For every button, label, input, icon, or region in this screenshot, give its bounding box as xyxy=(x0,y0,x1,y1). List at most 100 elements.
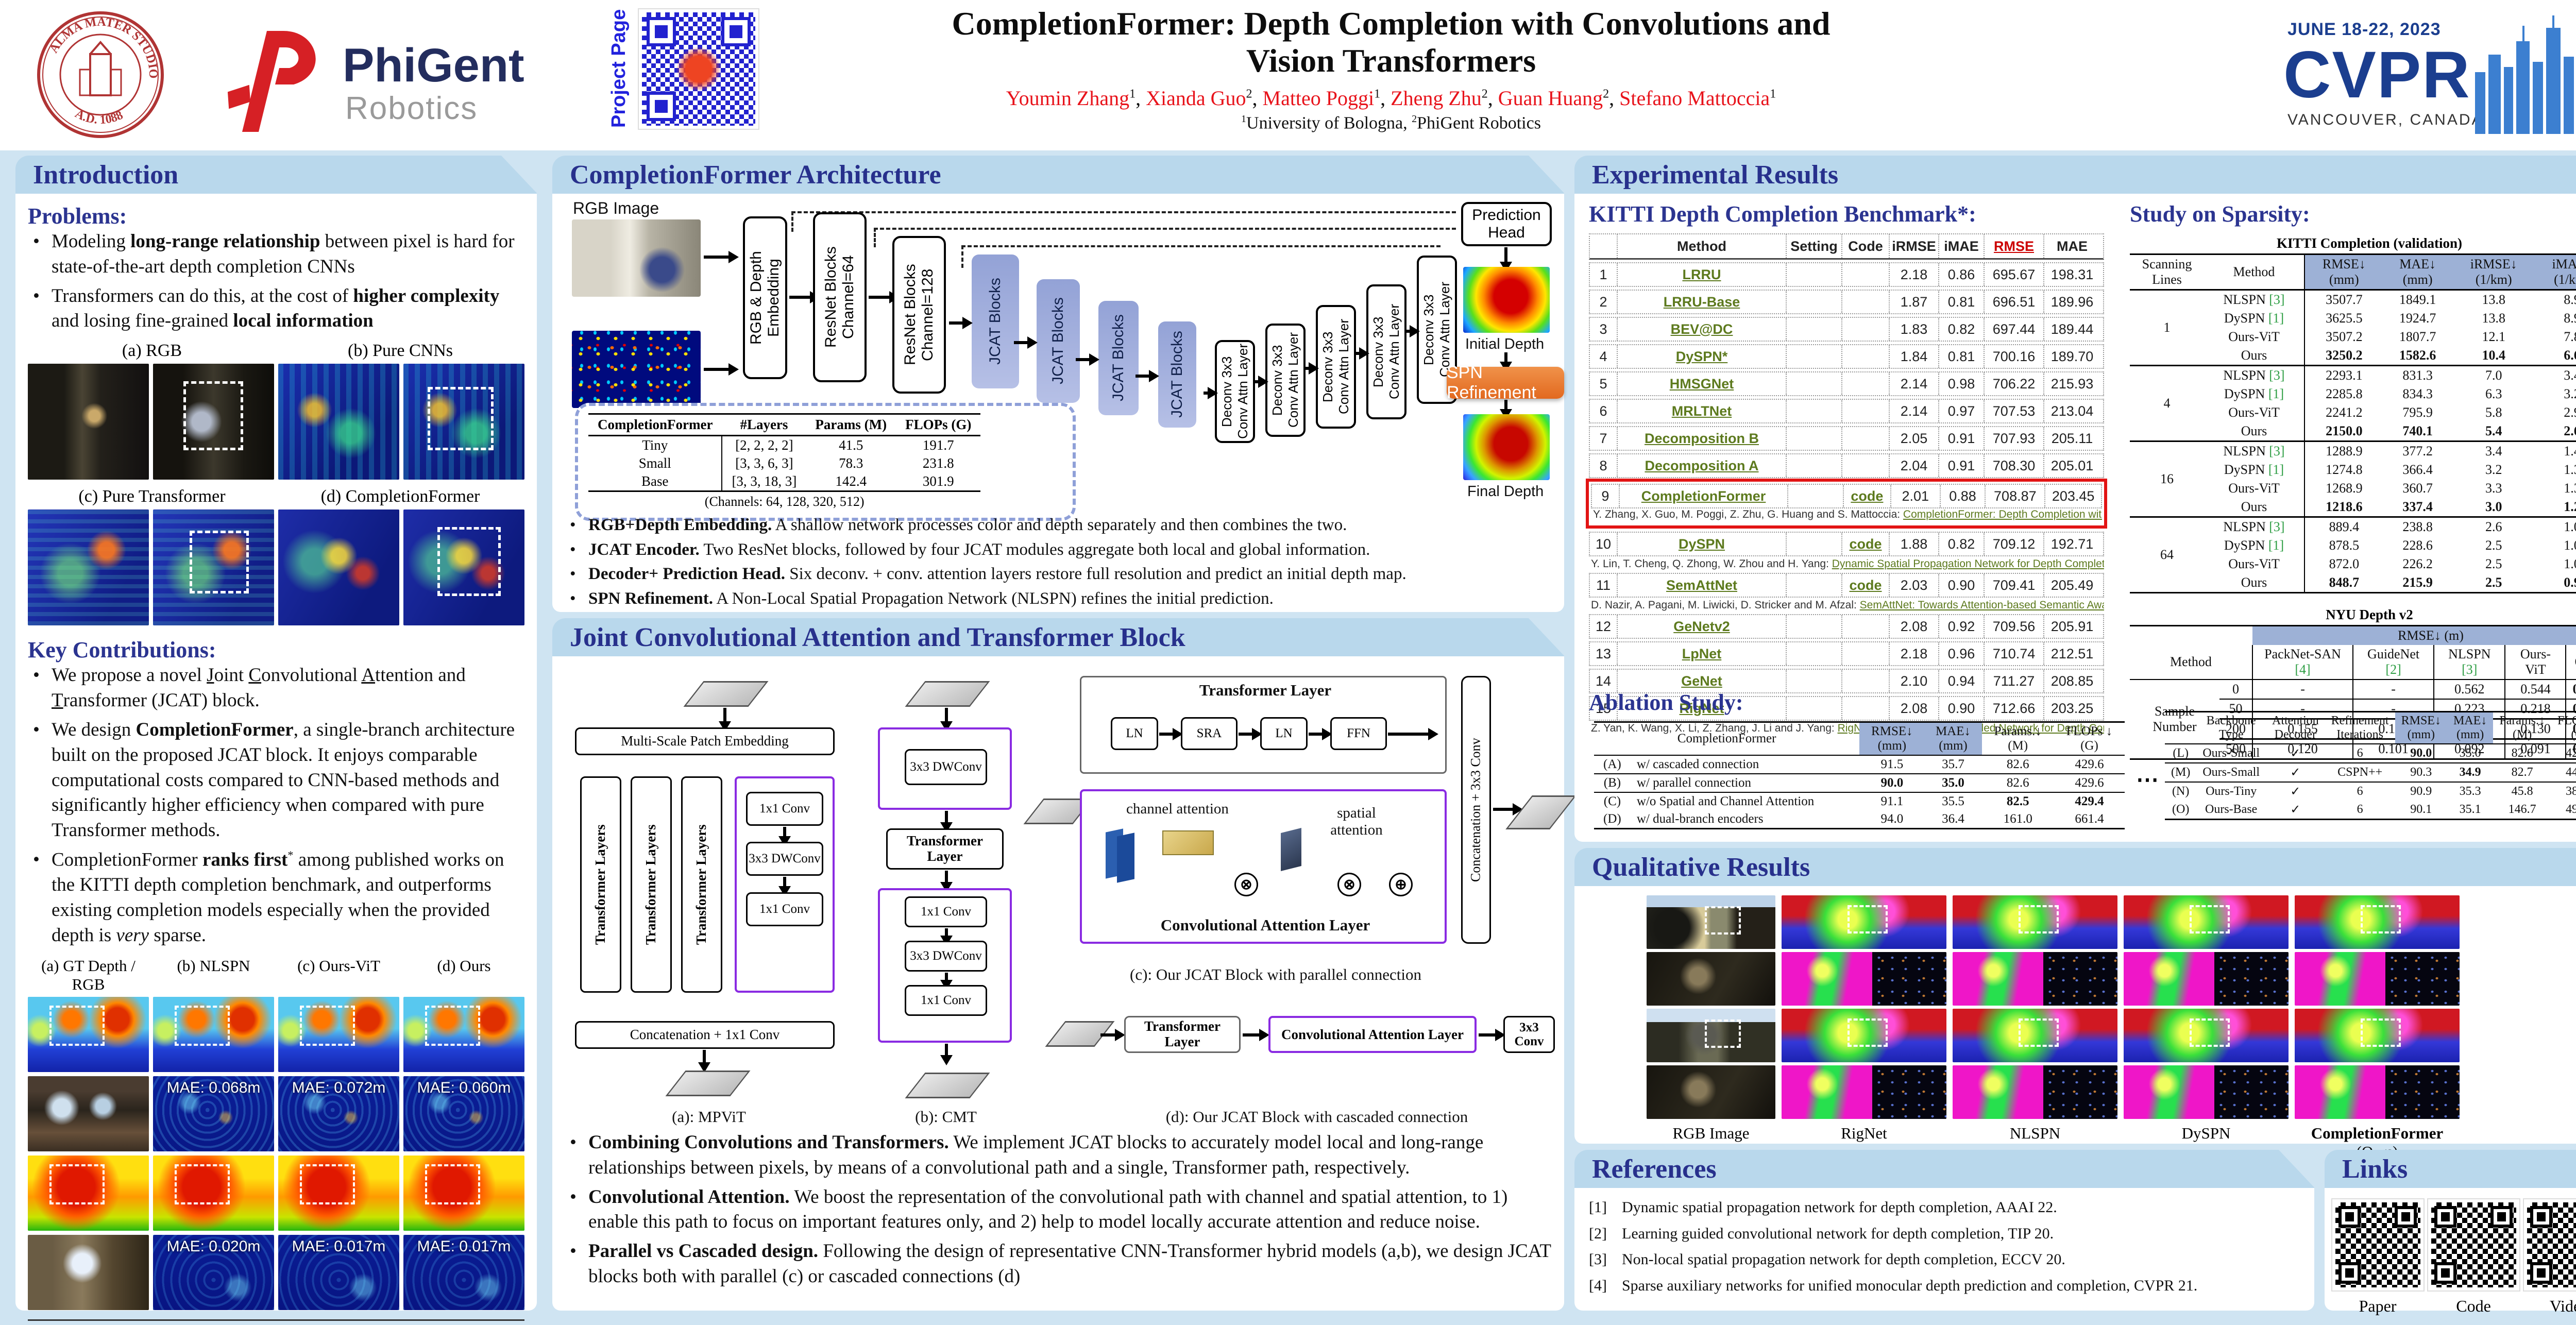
kitti-method-link[interactable]: GeNetv2 xyxy=(1617,615,1786,638)
kitti-method-link[interactable]: SemAttNet xyxy=(1617,574,1786,597)
sparsity-method: NLSPN [3] xyxy=(2204,365,2305,385)
jcat-blocks-encoder: JCAT Blocks xyxy=(972,254,1019,388)
qr-finder-icon xyxy=(2530,1262,2552,1284)
ablation-refinement: 6 xyxy=(2357,785,2363,798)
video-qr-code[interactable] xyxy=(2522,1198,2576,1292)
sparsity-value: 1288.9 xyxy=(2326,444,2363,458)
kitti-code-link[interactable]: code xyxy=(1841,533,1889,555)
kitti-setting xyxy=(1786,615,1841,638)
kitti-method-link[interactable]: LpNet xyxy=(1617,642,1786,665)
completionformer-attention-map xyxy=(403,509,524,626)
kitti-irmse: 2.05 xyxy=(1889,427,1938,450)
kitti-code-link[interactable] xyxy=(1841,670,1889,692)
variants-cell: Base xyxy=(641,473,669,489)
jcat-title: Joint Convolutional Attention and Transf… xyxy=(570,622,1185,652)
sparsity-method: DySPN [1] xyxy=(2204,536,2305,555)
ablation-value: 90.1 xyxy=(2410,803,2432,816)
kitti-code-link[interactable] xyxy=(1841,400,1889,422)
flow-arrow xyxy=(719,708,731,732)
kitti-rank: 15 xyxy=(1595,700,1612,716)
project-page-qr-code[interactable] xyxy=(638,8,759,130)
kitti-method-link[interactable]: GeNet xyxy=(1617,670,1786,692)
flow-arrow xyxy=(698,1050,710,1073)
link-label: Video xyxy=(2549,1297,2576,1315)
kitti-citation-link[interactable]: SemAttNet: Towards Attention-based Seman… xyxy=(1859,599,2104,611)
nyu-sample-number: 200 xyxy=(2226,721,2246,736)
checkmark-icon: ✓ xyxy=(2290,747,2301,760)
author-separator: , xyxy=(1136,87,1146,110)
sparsity-value: 889.4 xyxy=(2329,519,2360,534)
kitti-code-link[interactable]: code xyxy=(1841,574,1889,597)
kitti-method-link[interactable]: RigNet xyxy=(1617,697,1786,720)
reference-number: [1] xyxy=(1589,1199,1607,1216)
kitti-method-link[interactable]: Decomposition A xyxy=(1617,454,1786,477)
kitti-code-link[interactable] xyxy=(1841,427,1889,450)
variants-cell: [3, 3, 6, 3] xyxy=(721,454,806,472)
sra-block: SRA xyxy=(1181,717,1238,750)
jcat-header: Joint Convolutional Attention and Transf… xyxy=(552,618,1565,656)
kitti-method-link[interactable]: DySPN xyxy=(1617,533,1786,555)
ablation-value: 34.9 xyxy=(2459,766,2481,779)
kitti-setting xyxy=(1786,263,1841,286)
kitti-method-link[interactable]: CompletionFormer xyxy=(1618,485,1787,507)
ablation-row: Ablation Study: CompletionFormer RMSE↓ (mm… xyxy=(1589,689,2576,839)
nyu-row-group: Sample Number xyxy=(2153,704,2197,734)
kitti-code-link[interactable] xyxy=(1841,345,1889,368)
completionformer-attention-map xyxy=(278,509,399,626)
nyu-value: 0.562 xyxy=(2433,680,2505,699)
author-separator: , xyxy=(1380,87,1391,110)
kitti-code-link[interactable] xyxy=(1841,291,1889,313)
ablation-value: 161.0 xyxy=(2003,812,2032,826)
kitti-irmse: 2.18 xyxy=(1889,263,1938,286)
kitti-code-link[interactable] xyxy=(1841,642,1889,665)
sparsity-row: Ours-ViT 1268.9 360.7 3.3 1.3 xyxy=(2130,479,2576,498)
reference-item: [1] Dynamic spatial propagation network f… xyxy=(1589,1197,2300,1218)
nyu-method-header: Method xyxy=(2170,654,2212,669)
flow-arrow xyxy=(1388,728,1438,740)
kitti-imae: 0.82 xyxy=(1938,318,1984,341)
variants-cell: 142.4 xyxy=(835,473,867,489)
kitti-method-link[interactable]: HMSGNet xyxy=(1617,372,1786,395)
ablation-heading: Ablation Study: xyxy=(1589,690,1743,715)
kitti-code-link[interactable] xyxy=(1841,615,1889,638)
kitti-method-link[interactable]: MRLTNet xyxy=(1617,400,1786,422)
kitti-method-link[interactable]: DySPN* xyxy=(1617,345,1786,368)
qualitative-depth-image xyxy=(1953,1065,2117,1119)
sparsity-value: 1268.9 xyxy=(2326,481,2363,496)
kitti-method-link[interactable]: BEV@DC xyxy=(1617,318,1786,341)
kitti-irmse: 2.03 xyxy=(1889,574,1938,597)
paper-qr-code[interactable] xyxy=(2331,1198,2425,1292)
code-qr-code[interactable] xyxy=(2427,1198,2520,1292)
kitti-code-link[interactable] xyxy=(1841,697,1889,720)
kitti-method-link[interactable]: LRRU xyxy=(1617,263,1786,286)
jcat-bullet: Parallel vs Cascaded design. Following t… xyxy=(565,1239,1552,1289)
layernorm-block: LN xyxy=(1111,717,1158,750)
jcat-bullet: Combining Convolutions and Transformers.… xyxy=(565,1130,1552,1181)
kitti-citation-link[interactable]: CompletionFormer: Depth Completion with … xyxy=(1903,508,2102,520)
rgb-depth-embedding-block: RGB & Depth Embedding xyxy=(743,216,787,379)
kitti-imae: 0.90 xyxy=(1938,574,1984,597)
kitti-citation-link[interactable]: Dynamic Spatial Propagation Network for … xyxy=(1832,558,2104,570)
flow-arrow xyxy=(704,251,739,263)
kitti-code-link[interactable] xyxy=(1841,454,1889,477)
kitti-code-link[interactable] xyxy=(1841,372,1889,395)
ablation-value: 35.3 xyxy=(2459,785,2481,798)
kitti-mae: 205.01 xyxy=(2043,454,2100,477)
sparsity-value: 3.4 xyxy=(2485,444,2502,458)
links-panel: Links Paper Code Video xyxy=(2325,1150,2576,1315)
kitti-method-link[interactable]: Decomposition B xyxy=(1617,427,1786,450)
sparsity-value: 2150.0 xyxy=(2326,423,2363,438)
author-name: Xianda Guo xyxy=(1146,87,1246,110)
introduction-body: Problems: Modeling long-range relationsh… xyxy=(15,194,537,1321)
kitti-code-link[interactable] xyxy=(1841,318,1889,341)
channel-attention-label: channel attention xyxy=(1126,801,1229,817)
kitti-code-link[interactable] xyxy=(1841,263,1889,286)
kitti-code-link[interactable]: code xyxy=(1843,485,1890,507)
jcat-body: Multi-Scale Patch Embedding Transformer … xyxy=(552,656,1577,1311)
affiliations-line: 1University of Bologna, 2PhiGent Robotic… xyxy=(1241,113,1541,133)
qr-finder-icon xyxy=(2338,1262,2361,1284)
kitti-method-link[interactable]: LRRU-Base xyxy=(1617,291,1786,313)
reference-item: [3] Non-local spatial propagation network… xyxy=(1589,1249,2300,1270)
initial-depth-label: Initial Depth xyxy=(1465,336,1545,352)
qr-finder-icon xyxy=(2395,1205,2417,1228)
